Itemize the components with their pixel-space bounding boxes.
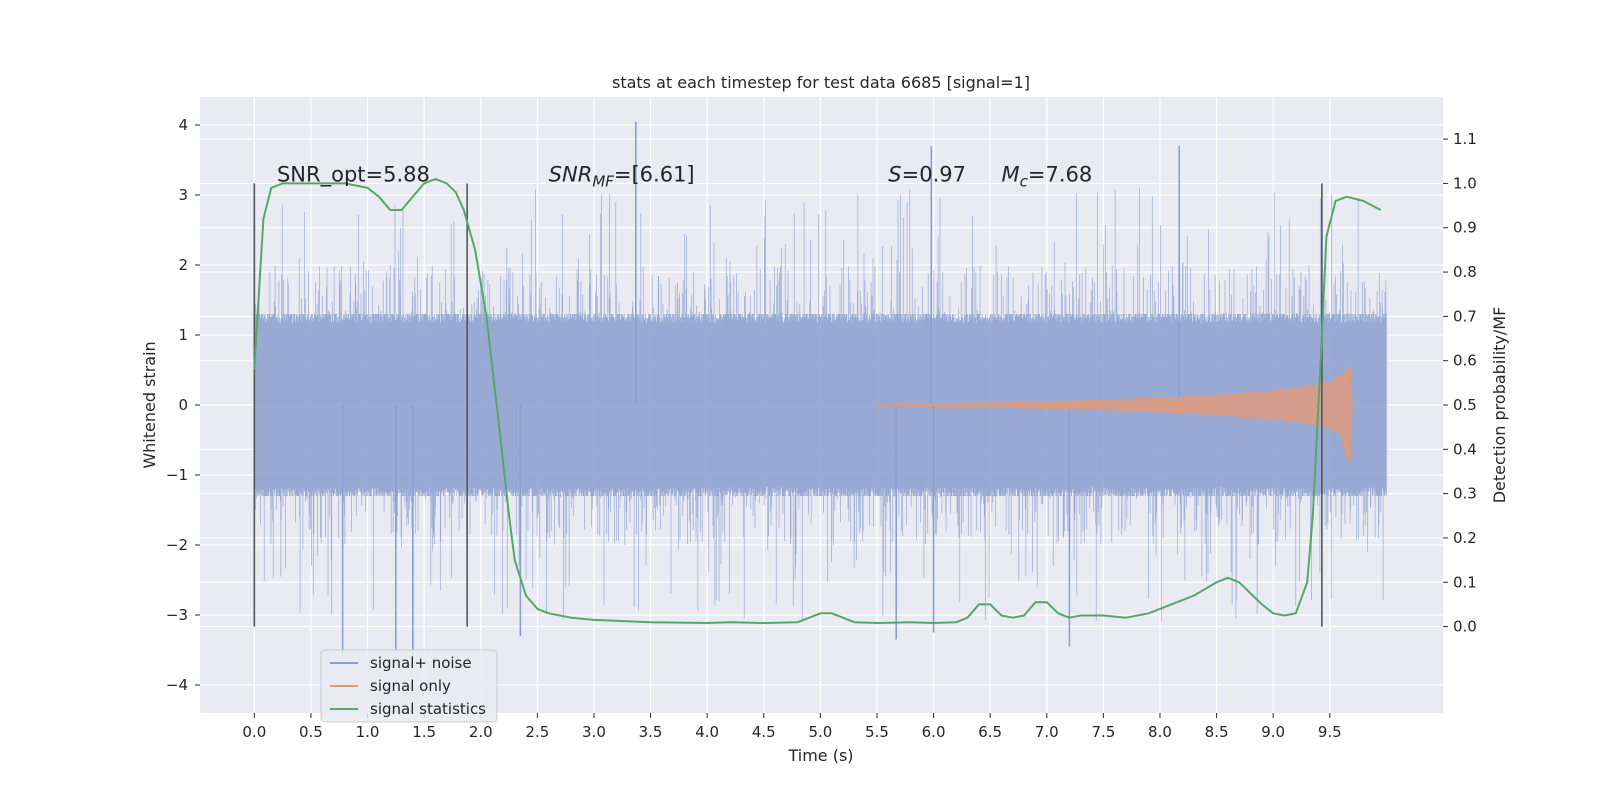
y2-tick-label: 1.0 bbox=[1453, 174, 1477, 192]
x-tick-label: 1.0 bbox=[356, 723, 380, 741]
y2-tick-label: 0.2 bbox=[1453, 529, 1477, 547]
annotation-0: SNR_opt=5.88 bbox=[277, 162, 430, 187]
x-tick-label: 5.0 bbox=[808, 723, 832, 741]
x-tick-label: 0.5 bbox=[299, 723, 323, 741]
x-tick-label: 3.0 bbox=[582, 723, 606, 741]
y2-tick-label: 0.8 bbox=[1453, 263, 1477, 281]
vertical-markers bbox=[253, 183, 1323, 627]
legend: signal+ noise signal only signal statist… bbox=[320, 649, 498, 723]
y-tick-label: 1 bbox=[178, 326, 188, 344]
y2-axis-ticks: 0.0 0.1 0.2 0.3 0.4 0.5 0.6 0.7 0.8 0.9 1.0 1.1 bbox=[1443, 130, 1477, 636]
y-tick-label: 3 bbox=[178, 186, 188, 204]
y-tick-label: −2 bbox=[166, 536, 188, 554]
chart-title: stats at each timestep for test data 668… bbox=[612, 73, 1030, 92]
x-tick-label: 0.0 bbox=[242, 723, 266, 741]
x-tick-label: 8.0 bbox=[1148, 723, 1172, 741]
x-axis-label: Time (s) bbox=[787, 746, 853, 765]
y2-tick-label: 0.3 bbox=[1453, 485, 1477, 503]
x-tick-label: 3.5 bbox=[639, 723, 663, 741]
y2-tick-label: 0.0 bbox=[1453, 618, 1477, 636]
x-tick-label: 9.5 bbox=[1318, 723, 1342, 741]
annotation-1: SNRMF=[6.61] bbox=[549, 162, 695, 190]
y2-tick-label: 0.1 bbox=[1453, 573, 1477, 591]
signal-statistics-line bbox=[253, 178, 1382, 624]
legend-label-signal-statistics: signal statistics bbox=[370, 700, 486, 718]
x-tick-label: 2.5 bbox=[525, 723, 549, 741]
series-signal-noise bbox=[253, 121, 1387, 657]
annotation-2: S=0.97 bbox=[888, 162, 966, 186]
x-tick-label: 6.5 bbox=[978, 723, 1002, 741]
y-tick-label: 4 bbox=[178, 116, 188, 134]
y2-tick-label: 0.6 bbox=[1453, 352, 1477, 370]
y-tick-label: 2 bbox=[178, 256, 188, 274]
x-tick-label: 2.0 bbox=[469, 723, 493, 741]
annotation-3: Mc=7.68 bbox=[1001, 162, 1092, 190]
annotations: SNR_opt=5.88 SNRMF=[6.61] S=0.97 Mc=7.68 bbox=[277, 162, 1092, 190]
x-tick-label: 5.5 bbox=[865, 723, 889, 741]
legend-label-signal-only: signal only bbox=[370, 677, 451, 695]
y-tick-label: −1 bbox=[166, 466, 188, 484]
x-tick-label: 7.5 bbox=[1091, 723, 1115, 741]
y-axis-label: Whitened strain bbox=[140, 341, 159, 468]
x-axis-ticks: 0.0 0.5 1.0 1.5 2.0 2.5 3.0 3.5 4.0 4.5 5.0 5.5 6.0 6… bbox=[242, 713, 1342, 741]
series-signal-only bbox=[876, 365, 1353, 465]
x-tick-label: 1.5 bbox=[412, 723, 436, 741]
y-tick-label: −4 bbox=[166, 676, 188, 694]
x-tick-label: 6.0 bbox=[922, 723, 946, 741]
x-tick-label: 7.0 bbox=[1035, 723, 1059, 741]
series-signal-statistics bbox=[253, 178, 1382, 624]
x-tick-label: 8.5 bbox=[1205, 723, 1229, 741]
y-tick-label: 0 bbox=[178, 396, 188, 414]
y-tick-label: −3 bbox=[166, 606, 188, 624]
y2-tick-label: 0.7 bbox=[1453, 307, 1477, 325]
legend-label-signal-noise: signal+ noise bbox=[370, 654, 472, 672]
x-tick-label: 9.0 bbox=[1261, 723, 1285, 741]
x-tick-label: 4.0 bbox=[695, 723, 719, 741]
y2-tick-label: 0.9 bbox=[1453, 219, 1477, 237]
y2-tick-label: 1.1 bbox=[1453, 130, 1477, 148]
y2-tick-label: 0.5 bbox=[1453, 396, 1477, 414]
y-axis-ticks: −4 −3 −2 −1 0 1 2 3 4 bbox=[166, 116, 200, 694]
signal-only-envelope bbox=[876, 365, 1353, 465]
y2-axis-label: Detection probability/MF bbox=[1490, 307, 1509, 504]
x-tick-label: 4.5 bbox=[752, 723, 776, 741]
y2-tick-label: 0.4 bbox=[1453, 440, 1477, 458]
legend-box bbox=[320, 649, 498, 723]
